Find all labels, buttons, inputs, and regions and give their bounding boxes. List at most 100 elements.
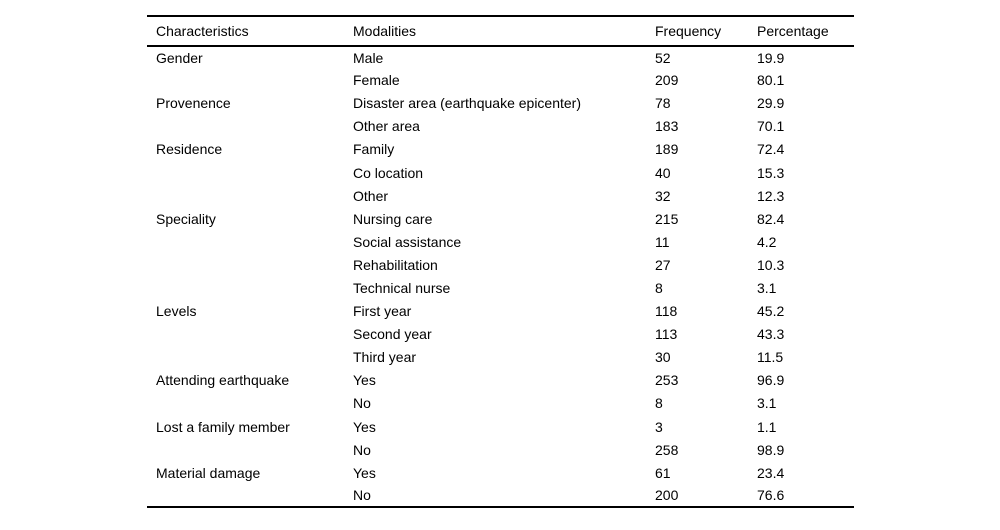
cell-frequency: 8 [655,395,663,412]
cell-modality: No [353,487,371,504]
column-header-modalities: Modalities [353,16,655,47]
cell-modality: Rehabilitation [353,256,438,273]
cell-characteristic: Residence [156,141,223,158]
cell-frequency: 189 [655,141,679,158]
cell-characteristic: Levels [156,303,197,320]
cell-frequency: 8 [655,279,663,296]
characteristics-table: Characteristics Modalities Frequency Per… [147,15,854,509]
cell-modality: Family [353,141,395,158]
cell-characteristic [147,438,353,461]
cell-percentage: 19.9 [757,49,785,66]
cell-frequency: 40 [655,164,671,181]
cell-percentage: 23.4 [757,464,785,481]
cell-percentage: 3.1 [757,395,777,412]
table-header: Characteristics Modalities Frequency Per… [147,16,854,47]
column-header-percentage: Percentage [757,16,854,47]
cell-percentage: 15.3 [757,164,785,181]
cell-frequency: 27 [655,256,671,273]
cell-percentage: 96.9 [757,372,785,389]
table-row: No 200 76.6 [147,484,854,507]
cell-modality: Third year [353,349,417,366]
column-header-characteristics: Characteristics [147,16,353,47]
cell-characteristic [147,69,353,92]
characteristics-table-container: Characteristics Modalities Frequency Per… [147,15,854,509]
cell-modality: Disaster area (earthquake epicenter) [353,95,582,112]
cell-characteristic: Provenence [156,95,231,112]
table-row: Third year 30 11.5 [147,346,854,369]
cell-frequency: 200 [655,487,679,504]
cell-modality: Social assistance [353,233,462,250]
cell-modality: Yes [353,418,376,435]
column-header-frequency: Frequency [655,16,757,47]
table-row: Second year 113 43.3 [147,323,854,346]
cell-modality: First year [353,303,412,320]
cell-characteristic [147,392,353,415]
cell-frequency: 253 [655,372,679,389]
cell-percentage: 76.6 [757,487,785,504]
table-row: Female 209 80.1 [147,69,854,92]
table-row: Rehabilitation 27 10.3 [147,253,854,276]
cell-modality: Nursing care [353,210,433,227]
cell-percentage: 10.3 [757,256,785,273]
cell-frequency: 52 [655,49,671,66]
table-row: Speciality Nursing care 215 82.4 [147,207,854,230]
table-row: Material damage Yes 61 23.4 [147,461,854,484]
cell-percentage: 43.3 [757,326,785,343]
cell-characteristic: Material damage [156,464,261,481]
table-body: Gender Male 52 19.9 Female 209 80.1 Prov… [147,46,854,508]
cell-modality: Yes [353,464,376,481]
cell-characteristic [147,323,353,346]
cell-percentage: 45.2 [757,303,785,320]
table-row: Co location 40 15.3 [147,161,854,184]
table-row: Gender Male 52 19.9 [147,46,854,69]
cell-modality: Male [353,49,384,66]
cell-characteristic [147,484,353,507]
cell-characteristic [147,161,353,184]
table-row: Social assistance 11 4.2 [147,230,854,253]
cell-characteristic: Gender [156,49,203,66]
cell-modality: Other [353,187,389,204]
table-row: Provenence Disaster area (earthquake epi… [147,92,854,115]
cell-characteristic [147,230,353,253]
cell-modality: Female [353,72,400,89]
table-row: Lost a family member Yes 3 1.1 [147,415,854,438]
cell-characteristic [147,253,353,276]
cell-frequency: 78 [655,95,671,112]
cell-characteristic [147,115,353,138]
cell-percentage: 70.1 [757,118,785,135]
table-row: No 8 3.1 [147,392,854,415]
cell-percentage: 1.1 [757,418,777,435]
cell-percentage: 4.2 [757,233,777,250]
table-row: Other 32 12.3 [147,184,854,207]
cell-frequency: 3 [655,418,663,435]
cell-modality: Other area [353,118,420,135]
cell-modality: No [353,441,371,458]
table-row: Attending earthquake Yes 253 96.9 [147,369,854,392]
cell-frequency: 61 [655,464,671,481]
cell-percentage: 80.1 [757,72,785,89]
table-row: Residence Family 189 72.4 [147,138,854,161]
cell-percentage: 11.5 [757,349,784,366]
cell-modality: Yes [353,372,376,389]
cell-frequency: 215 [655,210,679,227]
cell-modality: Co location [353,164,424,181]
cell-percentage: 98.9 [757,441,785,458]
cell-frequency: 32 [655,187,671,204]
cell-frequency: 183 [655,118,679,135]
cell-frequency: 30 [655,349,671,366]
cell-modality: Technical nurse [353,279,451,296]
cell-frequency: 118 [655,303,678,320]
cell-frequency: 11 [655,233,670,250]
table-row: Other area 183 70.1 [147,115,854,138]
cell-frequency: 209 [655,72,679,89]
table-row: No 258 98.9 [147,438,854,461]
cell-percentage: 29.9 [757,95,785,112]
cell-frequency: 113 [655,326,678,343]
cell-characteristic [147,276,353,299]
cell-characteristic [147,346,353,369]
table-row: Levels First year 118 45.2 [147,300,854,323]
cell-modality: Second year [353,326,432,343]
table-row: Technical nurse 8 3.1 [147,276,854,299]
cell-modality: No [353,395,371,412]
cell-frequency: 258 [655,441,679,458]
